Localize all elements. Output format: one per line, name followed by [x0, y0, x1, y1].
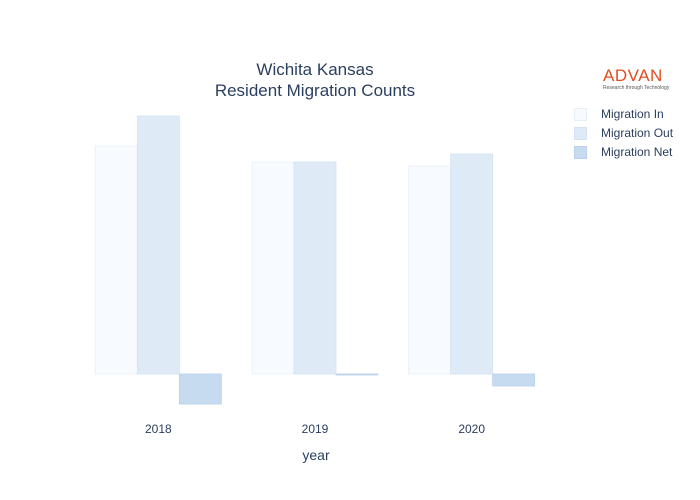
chart-title-line-2: Resident Migration Counts [214, 81, 416, 100]
bar-migration-net-2019[interactable] [335, 373, 379, 376]
bar-migration-net-2020[interactable] [492, 373, 536, 387]
legend-label-migration-in: Migration In [601, 107, 664, 121]
legend-label-migration-net: Migration Net [601, 145, 673, 159]
bar-migration-net-2018[interactable] [178, 373, 222, 405]
legend-label-migration-out: Migration Out [601, 126, 674, 140]
chart-title-line-1: Wichita Kansas [256, 60, 374, 79]
x-tick-label-2018: 2018 [145, 422, 172, 436]
bar-migration-in-2020[interactable] [408, 165, 452, 375]
logo-tagline: Research through Technology [603, 85, 670, 91]
bar-migration-out-2020[interactable] [450, 153, 494, 375]
bar-migration-out-2018[interactable] [136, 115, 180, 375]
bar-migration-in-2019[interactable] [251, 161, 295, 375]
logo-wordmark: ADVAN [603, 66, 663, 85]
bar-migration-in-2018[interactable] [94, 145, 138, 375]
advan-logo: ADVAN Research through Technology [603, 66, 673, 92]
x-tick-label-2020: 2020 [458, 422, 485, 436]
x-tick-labels: 2018 2019 2020 [145, 422, 485, 436]
legend-swatch-migration-in [574, 108, 587, 121]
bars-group [94, 115, 536, 405]
x-axis-label: year [302, 447, 330, 463]
legend-swatch-migration-out [574, 127, 587, 140]
legend-swatch-migration-net [574, 146, 587, 159]
bar-migration-out-2019[interactable] [293, 161, 337, 375]
x-tick-label-2019: 2019 [302, 422, 329, 436]
